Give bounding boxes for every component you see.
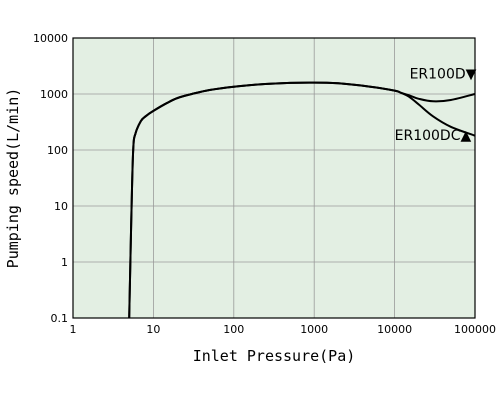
annotations: ER100D▼ ER100DC▲: [395, 66, 477, 144]
y-tick-label: 10: [54, 200, 68, 213]
y-tick-label: 1: [61, 256, 68, 269]
plot-frame: [72, 37, 476, 319]
x-tick-label: 100: [223, 323, 244, 336]
y-axis-title: Pumping speed(L/min): [4, 88, 22, 269]
y-tick-label: 1000: [40, 88, 68, 101]
series-annotation: ER100DC▲: [395, 128, 472, 144]
x-tick-label: 100000: [454, 323, 496, 336]
x-tick-label: 1: [70, 323, 77, 336]
y-tick-label: 100: [47, 144, 68, 157]
y-tick-label: 0.1: [51, 312, 69, 325]
curve-layer: [128, 81, 476, 319]
y-tick-label: 10000: [33, 32, 68, 45]
x-tick-label: 1000: [300, 323, 328, 336]
x-tick-label: 10: [146, 323, 160, 336]
x-tick-label: 10000: [377, 323, 412, 336]
plot-area: [73, 38, 475, 318]
series-annotation: ER100D▼: [410, 66, 477, 82]
x-axis-title: Inlet Pressure(Pa): [193, 347, 356, 365]
series-line: [128, 81, 476, 319]
